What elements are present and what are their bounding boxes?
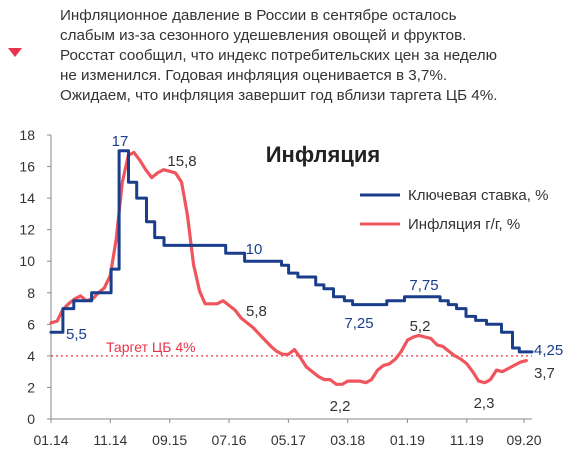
x-tick-label: 03.18 [330,432,365,448]
y-tick-label: 0 [27,411,35,427]
x-tick-label: 01.14 [33,432,68,448]
legend-label: Инфляция г/г, % [408,216,520,233]
x-tick-label: 01.19 [390,432,425,448]
data-label: 17 [112,133,129,150]
header: Инфляционное давление в России в сентябр… [0,0,583,118]
inflation-chart: 0 2 4 6 8 10 12 14 16 18 01.14 11.14 09.15 07.16 05.17… [19,127,563,448]
data-label: 15,8 [167,153,196,170]
data-label: 2,2 [330,398,351,415]
header-line: слабым из-за сезонного удешевления овоще… [60,27,467,44]
data-label: 2,3 [474,395,495,412]
data-label: 5,8 [246,303,267,320]
data-label: 5,5 [66,326,87,343]
x-tick-label: 07.16 [212,432,247,448]
x-tick-label: 11.19 [450,432,484,448]
x-tick-label: 05.17 [271,432,306,448]
y-tick-label: 10 [19,253,35,269]
x-tick-label: 11.14 [93,432,127,448]
data-label: 10 [246,241,263,258]
key-rate-line [49,149,534,354]
data-label: 7,75 [409,277,438,294]
data-label: 7,25 [344,315,373,332]
inflation-line [49,150,528,386]
y-tick-label: 2 [27,379,35,395]
legend-label: Ключевая ставка, % [408,187,548,204]
chart-series-layer [49,149,534,386]
header-text: Инфляционное давление в России в сентябр… [60,6,575,106]
chart-legend: Ключевая ставка, % Инфляция г/г, % [360,187,548,233]
y-tick-label: 6 [27,316,35,332]
header-line: Росстат сообщил, что индекс потребительс… [60,47,497,64]
chart-title: Инфляция [266,142,381,167]
y-tick-label: 8 [27,285,35,301]
down-triangle-icon [8,48,22,57]
y-tick-label: 18 [19,127,35,143]
x-tick-label: 09.15 [152,432,187,448]
y-tick-label: 14 [19,190,35,206]
y-tick-label: 12 [19,222,35,238]
data-label: 3,7 [534,365,555,382]
y-tick-label: 4 [27,348,35,364]
data-label: 4,25 [534,342,563,359]
data-label: 5,2 [410,318,431,335]
x-tick-label: 09.20 [506,432,541,448]
header-line: не изменился. Годовая инфляция оценивает… [60,67,448,84]
chart-annotations: Таргет ЦБ 4% 17 15,8 5,5 10 5,8 7,25 7,75 5,2 2,2… [66,133,563,415]
chart-axes: 0 2 4 6 8 10 12 14 16 18 01.14 11.14 09.15 07.16 05.17… [19,127,541,448]
target-label: Таргет ЦБ 4% [106,339,196,355]
header-line: Ожидаем, что инфляция завершит год вблиз… [60,87,498,104]
y-tick-label: 16 [19,159,35,175]
header-line: Инфляционное давление в России в сентябр… [60,7,457,24]
